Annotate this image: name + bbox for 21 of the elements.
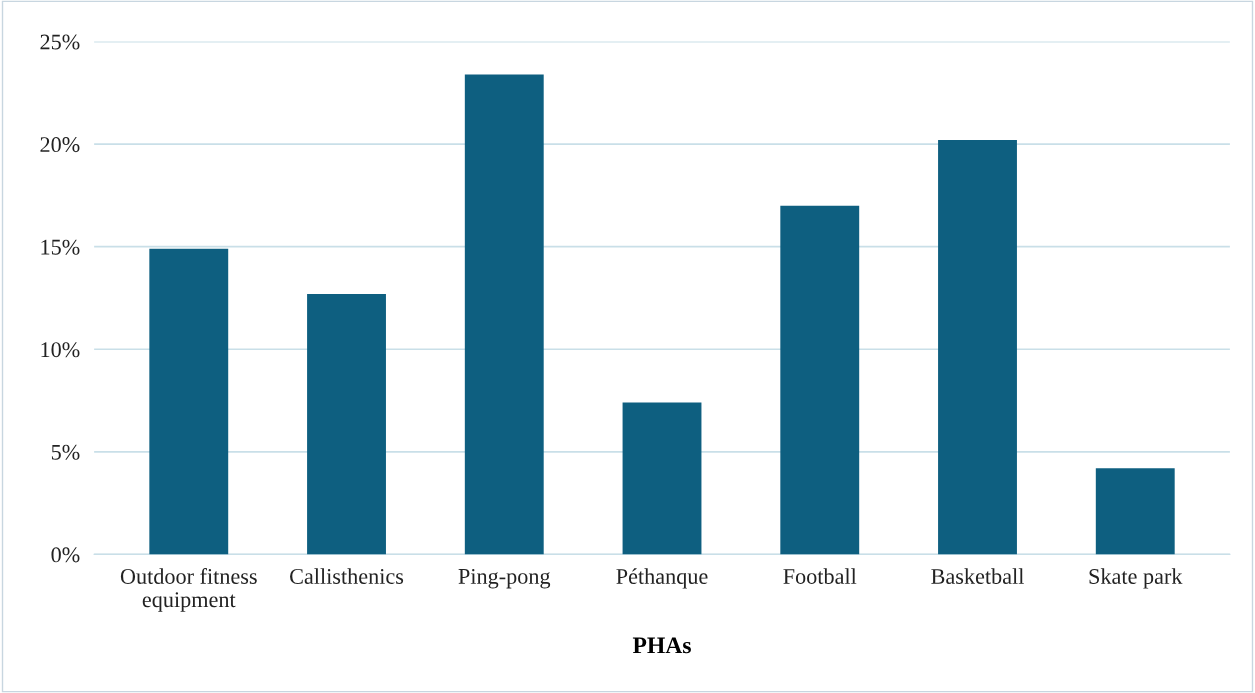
bar [464, 74, 544, 555]
bar [780, 205, 860, 555]
y-tick-label: 25% [40, 34, 80, 50]
y-tick-label: 5% [51, 444, 80, 460]
bar [149, 248, 229, 555]
x-axis-title: PHAs [632, 637, 691, 654]
x-tick-label: Ping-pong [458, 568, 551, 589]
y-tick-label: 15% [41, 239, 80, 255]
x-tick-label: Péthanque [616, 568, 708, 589]
x-tick-label: Callisthenics [290, 568, 404, 584]
x-tick-label: Outdoor fitness equipment [120, 568, 257, 612]
x-tick-label: Skate park [1089, 568, 1183, 589]
bar [938, 140, 1017, 555]
bar [1095, 468, 1175, 555]
x-tick-label: Football [783, 568, 857, 584]
y-tick-label: 20% [40, 137, 80, 153]
x-tick-label: Basketball [931, 568, 1024, 584]
bar [622, 402, 702, 555]
y-tick-label: 10% [41, 342, 80, 358]
bar [307, 293, 386, 555]
y-tick-label: 0% [51, 547, 80, 563]
